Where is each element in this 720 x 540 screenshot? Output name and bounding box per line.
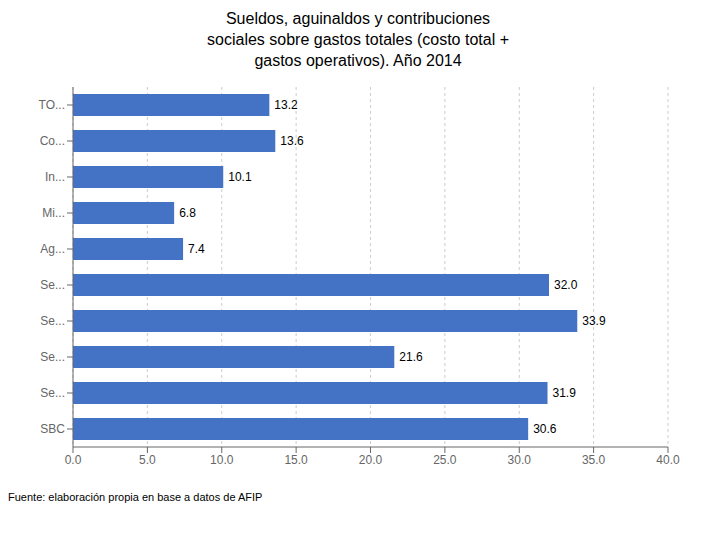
svg-text:TO...: TO...: [39, 98, 65, 112]
svg-text:SBC: SBC: [40, 422, 65, 436]
svg-text:13.6: 13.6: [280, 134, 304, 148]
svg-text:7.4: 7.4: [188, 242, 205, 256]
svg-text:20.0: 20.0: [359, 453, 383, 467]
svg-text:32.0: 32.0: [554, 278, 578, 292]
svg-text:33.9: 33.9: [582, 314, 606, 328]
svg-text:Co...: Co...: [40, 134, 65, 148]
svg-text:Se...: Se...: [40, 278, 65, 292]
svg-text:0.0: 0.0: [65, 453, 82, 467]
svg-text:35.0: 35.0: [582, 453, 606, 467]
svg-text:Se...: Se...: [40, 314, 65, 328]
svg-text:21.6: 21.6: [399, 350, 423, 364]
svg-text:6.8: 6.8: [179, 206, 196, 220]
svg-text:13.2: 13.2: [274, 98, 298, 112]
svg-text:10.0: 10.0: [210, 453, 234, 467]
svg-text:5.0: 5.0: [139, 453, 156, 467]
html-text:Fuente: elaboración propia en: Fuente: elaboración propia en base a dat…: [8, 491, 263, 503]
svg-text:30.6: 30.6: [533, 422, 557, 436]
svg-text:10.1: 10.1: [228, 170, 252, 184]
svg-text:In...: In...: [45, 170, 65, 184]
svg-text:30.0: 30.0: [508, 453, 532, 467]
svg-text:Mi...: Mi...: [42, 206, 65, 220]
svg-text:40.0: 40.0: [656, 453, 680, 467]
svg-text:Ag...: Ag...: [40, 242, 65, 256]
html-text:sociales sobre gastos totales: sociales sobre gastos totales (costo tot…: [207, 31, 509, 48]
svg-text:15.0: 15.0: [284, 453, 308, 467]
html-text:Sueldos, aguinaldos y contribu: Sueldos, aguinaldos y contribuciones: [225, 10, 491, 27]
svg-text:31.9: 31.9: [553, 386, 577, 400]
svg-text:Se...: Se...: [40, 350, 65, 364]
html-text:gastos operativos). Año 2014: gastos operativos). Año 2014: [254, 52, 462, 69]
svg-text:25.0: 25.0: [433, 453, 457, 467]
svg-text:Se...: Se...: [40, 386, 65, 400]
